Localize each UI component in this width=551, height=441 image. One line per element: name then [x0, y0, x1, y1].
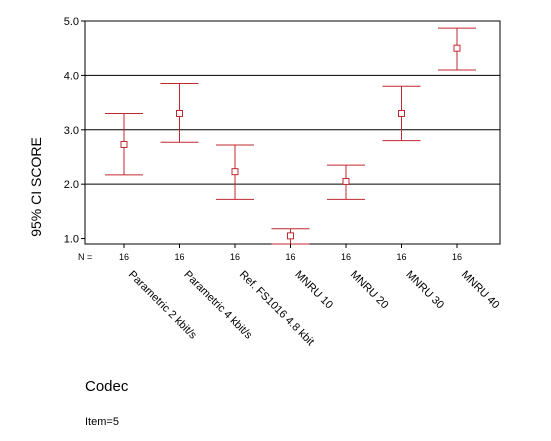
y-axis-label: 95% CI SCORE	[28, 137, 44, 237]
n-count: 16	[230, 252, 240, 262]
x-tick-label: MNRU 30	[403, 269, 446, 312]
x-tick-label: MNRU 20	[348, 269, 391, 312]
mean-marker	[231, 168, 239, 176]
error-bar	[438, 27, 476, 71]
n-count: 16	[119, 252, 129, 262]
error-bar	[382, 85, 421, 142]
n-counts: 16 16 16 16 16 16 16	[119, 252, 462, 262]
n-count: 16	[452, 252, 462, 262]
n-label: N =	[78, 252, 92, 262]
footnote: Item=5	[85, 416, 119, 428]
y-tick-label: 1.0	[64, 234, 79, 246]
n-count: 16	[285, 252, 295, 262]
x-tick-label: MNRU 40	[459, 269, 502, 312]
n-count: 16	[396, 252, 406, 262]
mean-marker	[453, 44, 461, 52]
y-axis: 1.0 2.0 3.0 4.0 5.0	[64, 16, 85, 246]
mean-marker	[120, 140, 128, 148]
y-tick-label: 2.0	[64, 179, 79, 191]
y-tick-label: 5.0	[64, 16, 79, 28]
error-bar	[327, 164, 365, 200]
error-bar	[160, 83, 199, 143]
error-bar	[216, 144, 254, 200]
mean-marker	[398, 109, 405, 117]
error-bar	[271, 228, 310, 245]
x-axis-label: Codec	[85, 378, 129, 395]
x-tick-label: MNRU 10	[292, 269, 335, 312]
y-tick-label: 3.0	[64, 125, 79, 137]
n-count: 16	[174, 252, 184, 262]
gridlines	[85, 74, 500, 185]
n-count: 16	[341, 252, 351, 262]
error-bar	[105, 112, 143, 176]
y-tick-label: 4.0	[64, 70, 79, 82]
mean-marker	[176, 109, 183, 117]
mean-marker	[287, 232, 294, 240]
plot-frame	[84, 20, 501, 245]
mean-marker	[342, 177, 350, 185]
error-bar-series	[105, 27, 476, 245]
